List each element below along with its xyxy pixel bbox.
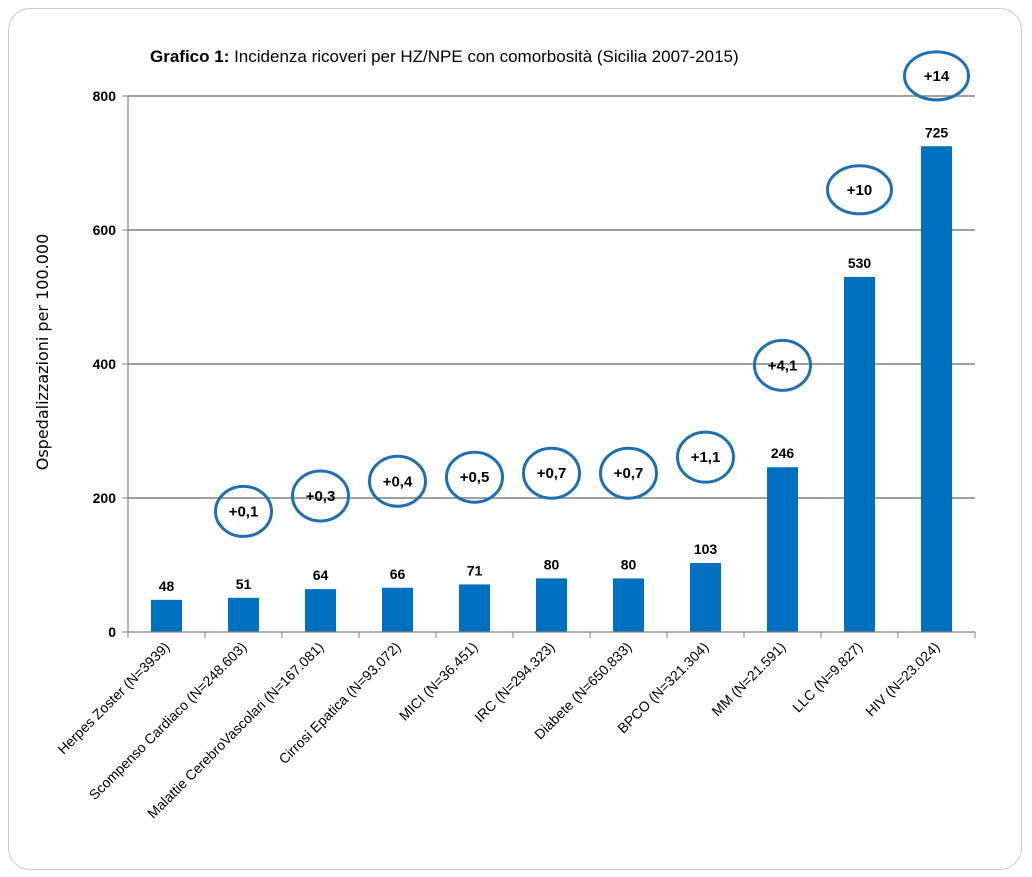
y-axis-ticks: 0 200 400 600 800 (93, 88, 128, 640)
x-tick-label: Scompenso Cardiaco (N=248.603) (86, 639, 250, 803)
annotation-label: +0,3 (306, 488, 336, 505)
annotation-circle (291, 469, 350, 523)
annotation-circle (826, 164, 893, 216)
data-label: 530 (848, 255, 872, 271)
bar (690, 562, 721, 632)
data-label: 246 (771, 445, 795, 461)
annotations: +0,1 +0,3 +0,4 +0,5 +0,7 +0,7 +1,1 +4,1 +10 +14 (214, 50, 970, 538)
bar (536, 578, 567, 632)
data-label: 51 (236, 576, 252, 592)
x-tick-label: Cirrosi Epatica (N=93.072) (275, 639, 403, 767)
annotation: +10 (826, 164, 893, 216)
x-tick-label: IRC (N=294.323) (471, 639, 557, 725)
annotation: +0,5 (445, 450, 504, 504)
bar (921, 146, 952, 632)
annotation-circle (214, 484, 273, 538)
x-tick-label: HIV (N=23.024) (862, 639, 942, 719)
annotation-label: +0,1 (229, 503, 259, 520)
data-label: 66 (390, 566, 406, 582)
y-tick-label: 800 (93, 88, 117, 104)
bar (305, 589, 336, 632)
chart-title-rest: Incidenza ricoveri per HZ/NPE con comorb… (229, 47, 738, 66)
annotation: +1,1 (676, 430, 735, 484)
data-label: 80 (621, 556, 637, 572)
chart-title: Grafico 1: Incidenza ricoveri per HZ/NPE… (150, 47, 739, 66)
bar (151, 599, 182, 632)
annotation-label: +0,7 (614, 465, 644, 482)
annotation-circle (676, 430, 735, 484)
data-label: 48 (159, 578, 175, 594)
bar (613, 578, 644, 632)
annotation: +14 (903, 50, 970, 102)
axes (127, 96, 976, 638)
annotation-label: +10 (847, 182, 872, 199)
data-label: 80 (544, 556, 560, 572)
data-label: 725 (925, 124, 949, 140)
annotation-label: +4,1 (768, 357, 798, 374)
data-label: 103 (694, 541, 718, 557)
annotation-label: +14 (924, 68, 950, 85)
y-tick-label: 400 (93, 356, 117, 372)
x-tick-label: LLC (N=9.827) (789, 639, 866, 716)
annotation-label: +0,4 (383, 473, 413, 490)
annotation-circle (753, 338, 812, 392)
y-tick-label: 600 (93, 222, 117, 238)
annotation-label: +0,5 (460, 469, 490, 486)
y-axis-label: Ospedalizzazioni per 100.000 (33, 234, 52, 471)
annotation-circle (903, 50, 970, 102)
bars (151, 146, 952, 632)
annotation: +4,1 (753, 338, 812, 392)
bar (767, 467, 798, 632)
x-tick-label: MICI (N=36.451) (396, 639, 481, 724)
annotation: +0,7 (522, 446, 581, 500)
data-labels: 48 51 64 66 71 80 80 103 246 530 725 (159, 124, 949, 594)
annotation-circle (368, 454, 427, 508)
bar (228, 597, 259, 632)
annotation-label: +1,1 (691, 449, 721, 466)
y-tick-label: 200 (93, 490, 117, 506)
annotation: +0,3 (291, 469, 350, 523)
x-axis-ticks: Herpes Zoster (N=3939)Scompenso Cardiaco… (54, 639, 942, 822)
annotation: +0,7 (599, 446, 658, 500)
annotation: +0,1 (214, 484, 273, 538)
x-tick-label: Malattie CerebroVascolari (N=167.081) (144, 639, 327, 822)
data-label: 64 (313, 567, 329, 583)
bar (382, 587, 413, 632)
bar (844, 276, 875, 632)
annotation-circle (599, 446, 658, 500)
data-label: 71 (467, 562, 483, 578)
annotation-label: +0,7 (537, 465, 567, 482)
annotation: +0,4 (368, 454, 427, 508)
x-tick-label: MM (N=21.591) (708, 639, 788, 719)
y-tick-label: 0 (108, 624, 116, 640)
bar (459, 584, 490, 632)
annotation-circle (522, 446, 581, 500)
chart-title-bold: Grafico 1: (150, 47, 229, 66)
annotation-circle (445, 450, 504, 504)
